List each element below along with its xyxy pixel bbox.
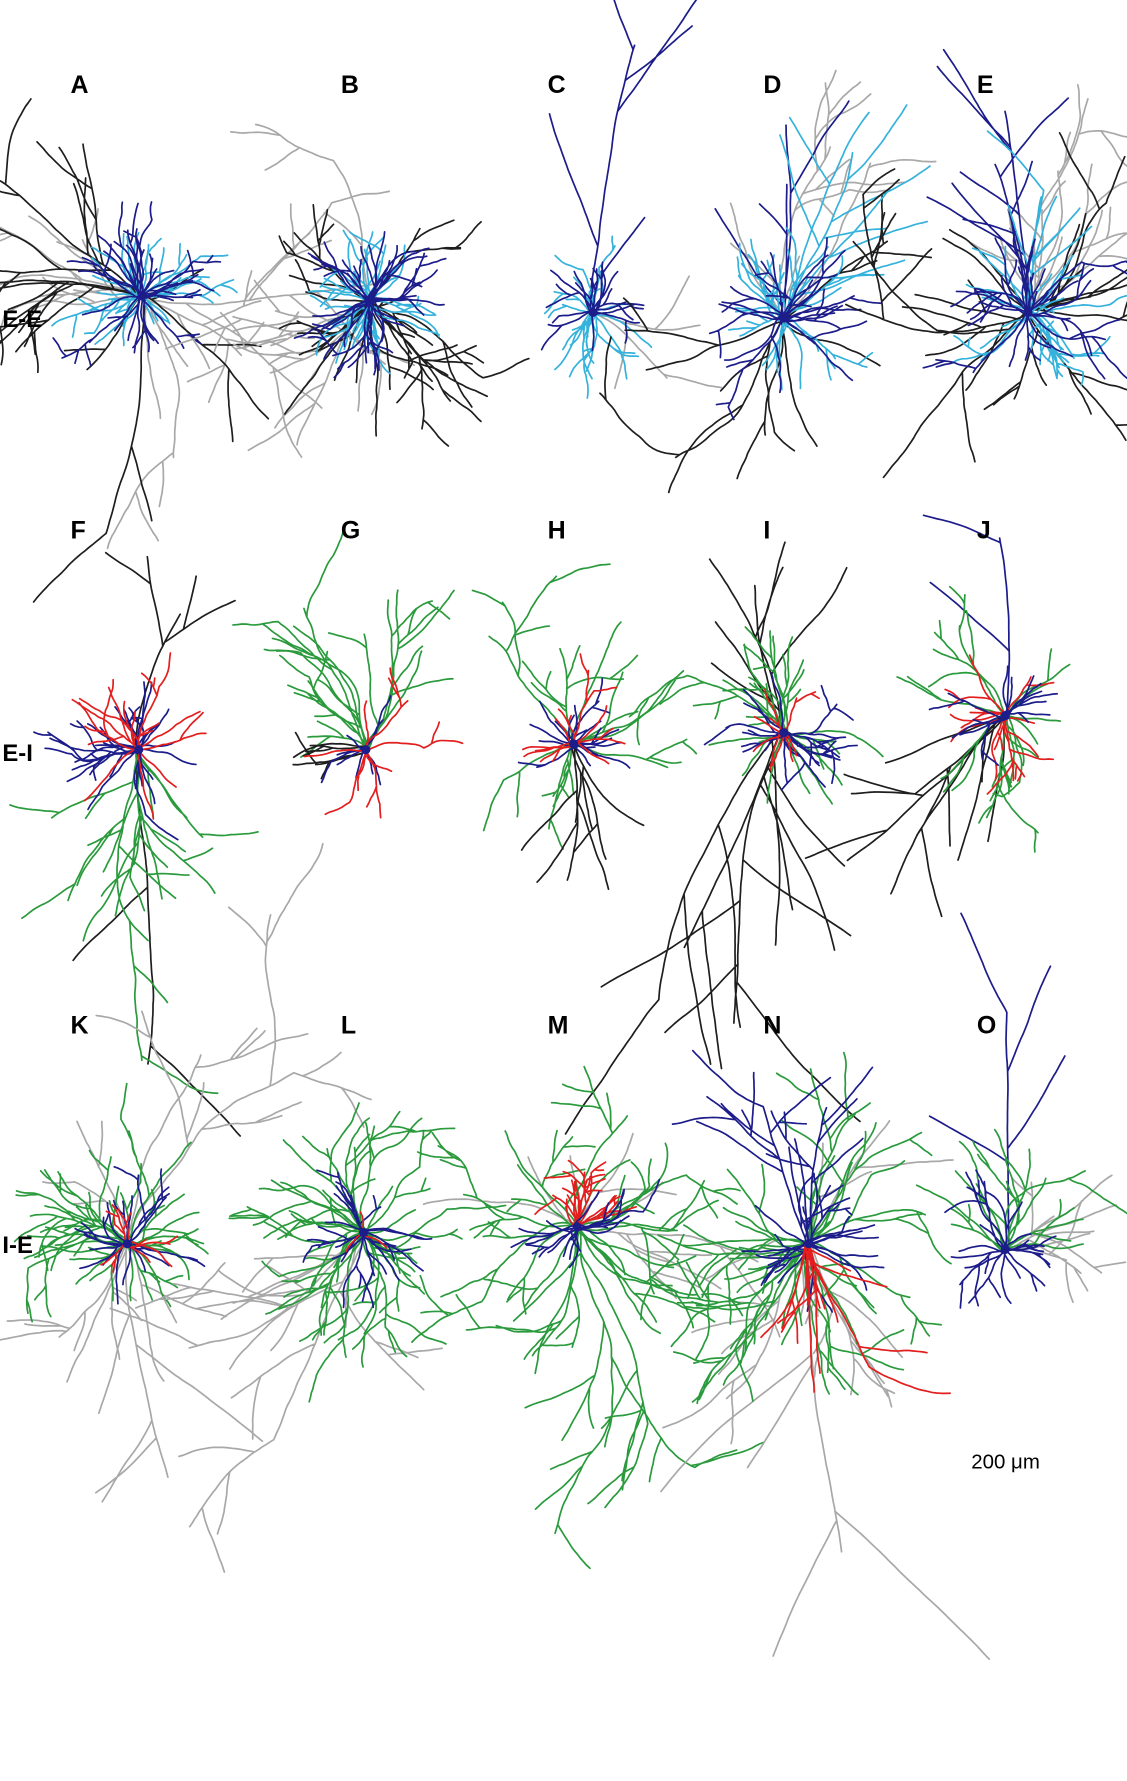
neuron — [10, 553, 258, 1136]
soma — [1001, 1245, 1010, 1254]
panel-label: F — [71, 516, 86, 544]
row-label: E-I — [2, 740, 32, 767]
panel-label: N — [763, 1012, 781, 1040]
panel-label: J — [977, 516, 991, 544]
neurite — [514, 1226, 764, 1568]
neuron — [806, 515, 1070, 916]
panel-label: B — [341, 71, 359, 99]
neurite — [710, 542, 847, 733]
neurite — [0, 844, 371, 1382]
neurite — [566, 730, 860, 1134]
neurite — [630, 627, 883, 804]
panel-label: M — [548, 1012, 569, 1040]
soma — [779, 728, 788, 737]
neuron — [473, 564, 697, 889]
panel-label: C — [548, 71, 566, 99]
neurite — [673, 1051, 873, 1247]
row-label: I-E — [2, 1232, 32, 1259]
panel-label: A — [71, 71, 89, 99]
soma — [804, 1239, 813, 1248]
neurite — [927, 50, 1068, 315]
panel-label: K — [71, 1012, 89, 1040]
neuron — [166, 124, 529, 450]
neurite — [545, 236, 652, 398]
neuron — [110, 1103, 505, 1572]
neurite — [305, 668, 463, 818]
neurite — [15, 1084, 208, 1322]
soma — [1001, 711, 1010, 720]
neurite — [233, 530, 454, 757]
neuron — [233, 530, 463, 818]
soma — [138, 291, 147, 300]
panel-label: H — [548, 516, 566, 544]
neurite — [780, 105, 930, 317]
soma — [365, 296, 374, 305]
neurite — [34, 297, 152, 602]
soma — [134, 745, 143, 754]
panel-label: G — [341, 516, 360, 544]
page: ABCDEFGHIJKLMNO E-E E-I I-E 200 μm (() =… — [0, 0, 1127, 1781]
panel-label: I — [763, 516, 770, 544]
panel-label: O — [977, 1012, 996, 1040]
neuron — [652, 1051, 989, 1659]
soma — [1024, 308, 1033, 317]
neuron-reconstructions — [0, 0, 1127, 1659]
soma — [361, 745, 370, 754]
row-label: E-E — [2, 306, 42, 333]
neuron — [412, 1067, 784, 1569]
soma — [123, 1239, 132, 1248]
neuron — [542, 0, 722, 398]
neurite — [73, 747, 240, 1136]
panel-label: E — [977, 71, 994, 99]
neurite — [34, 682, 196, 840]
neuron — [917, 913, 1127, 1307]
soma — [588, 308, 597, 317]
neurite — [930, 913, 1065, 1248]
soma — [359, 1228, 368, 1237]
panel-label: L — [341, 1012, 356, 1040]
figure: A B C D E F G H I J K L M N O E-E E-I I-E 200 μm — [0, 0, 1127, 1781]
scale-bar-label: 200 μm — [971, 1451, 1040, 1474]
neurite — [972, 85, 1127, 315]
neuron — [846, 50, 1127, 478]
panel-labels: A B C D E F G H I J K L M N O — [71, 71, 997, 1039]
soma — [573, 1222, 582, 1231]
neuron — [0, 844, 371, 1502]
soma — [569, 739, 578, 748]
neurite — [110, 1229, 442, 1572]
neurite — [924, 515, 1010, 714]
panel-label: D — [763, 71, 781, 99]
soma — [779, 313, 788, 322]
neurite — [917, 1130, 1127, 1252]
neurite — [10, 747, 258, 1093]
neuron — [566, 542, 883, 1134]
